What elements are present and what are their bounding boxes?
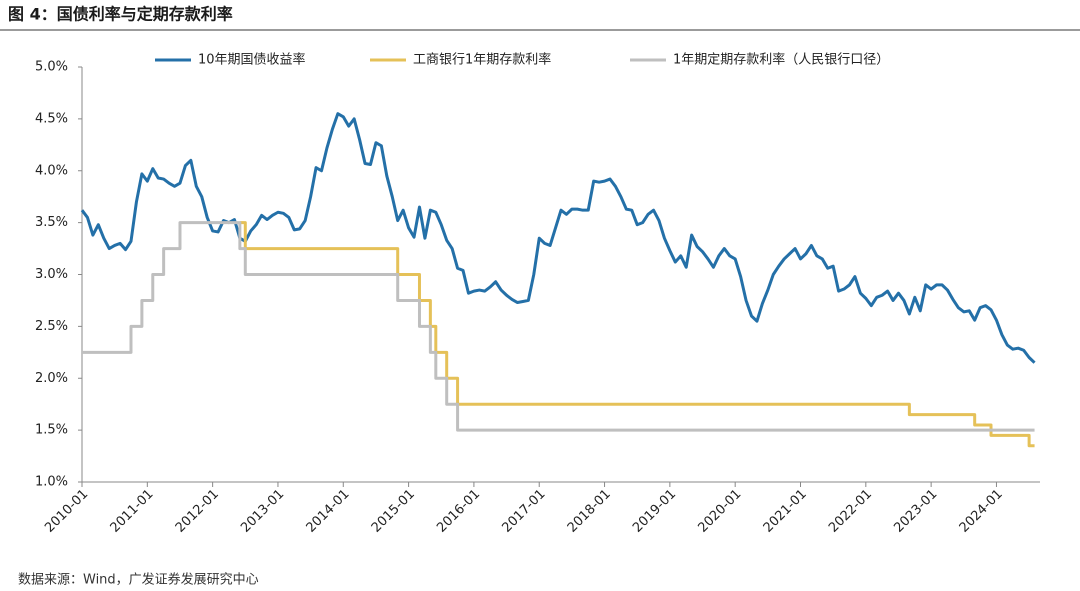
x-tick-label: 2017-01	[500, 487, 549, 536]
series-line	[239, 221, 1035, 448]
x-tick-label: 2015-01	[369, 487, 418, 536]
series-line	[80, 112, 1036, 364]
x-tick-label: 2016-01	[434, 487, 483, 536]
y-tick-label: 2.0%	[35, 371, 68, 386]
legend-label: 1年期定期存款利率（人民银行口径）	[673, 52, 889, 68]
y-tick-label: 5.0%	[35, 60, 68, 75]
x-tick-label: 2012-01	[173, 487, 222, 536]
x-tick-label: 2013-01	[238, 487, 287, 536]
y-tick-label: 4.5%	[35, 111, 68, 126]
y-tick-label: 1.0%	[35, 475, 68, 490]
legend-label: 10年期国债收益率	[198, 52, 306, 68]
chart-title: 图 4：国债利率与定期存款利率	[8, 5, 233, 24]
legend-label: 工商银行1年期存款利率	[413, 52, 551, 68]
y-tick-label: 3.0%	[35, 267, 68, 282]
source-note: 数据来源：Wind，广发证券发展研究中心	[18, 572, 259, 588]
x-tick-label: 2024-01	[957, 487, 1006, 536]
x-tick-label: 2010-01	[42, 487, 91, 536]
x-tick-label: 2019-01	[630, 487, 679, 536]
x-tick-label: 2018-01	[565, 487, 614, 536]
x-tick-label: 2022-01	[826, 487, 875, 536]
y-tick-label: 2.5%	[35, 319, 68, 334]
y-tick-label: 3.5%	[35, 215, 68, 230]
series-line	[82, 221, 1035, 432]
x-tick-label: 2021-01	[761, 487, 810, 536]
x-tick-label: 2011-01	[108, 487, 157, 536]
y-tick-label: 4.0%	[35, 163, 68, 178]
y-tick-label: 1.5%	[35, 423, 68, 438]
x-tick-label: 2023-01	[891, 487, 940, 536]
x-tick-label: 2020-01	[695, 487, 744, 536]
x-tick-label: 2014-01	[304, 487, 353, 536]
